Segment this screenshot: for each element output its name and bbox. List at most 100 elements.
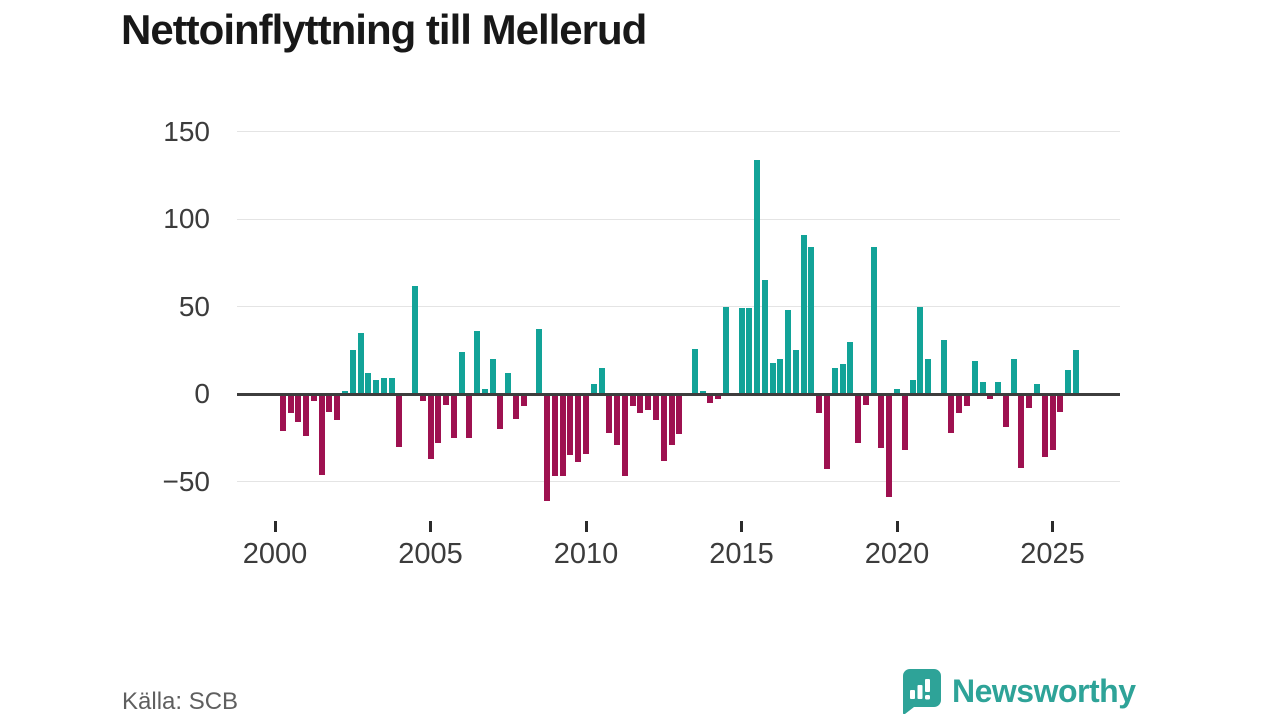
x-axis-tick-label: 2005 (398, 538, 463, 570)
x-axis-tick (429, 521, 432, 532)
newsworthy-logo: Newsworthy (900, 668, 1136, 715)
bar-2017Q1 (800, 234, 807, 394)
x-axis-tick-label: 2015 (709, 538, 774, 570)
bar-2004Q1 (396, 394, 403, 447)
bar-2003Q3 (380, 378, 387, 394)
bar-2017Q2 (808, 247, 815, 394)
x-axis-tick-label: 2000 (242, 538, 308, 570)
bar-2025Q2 (1057, 394, 1064, 412)
bar-2009Q1 (551, 394, 558, 477)
bar-2010Q2 (590, 383, 597, 394)
y-gridline (237, 481, 1120, 482)
bar-2010Q1 (583, 394, 589, 454)
bar-2007Q2 (497, 394, 504, 429)
bar-2012Q4 (668, 394, 675, 445)
bar-2007Q1 (489, 359, 496, 394)
x-axis-tick (895, 521, 899, 532)
bar-2021Q1 (925, 359, 932, 394)
bar-2011Q1 (614, 394, 621, 445)
bar-2022Q4 (979, 381, 986, 394)
bar-2023Q2 (995, 381, 1002, 394)
y-gridline (237, 306, 1120, 307)
bar-2024Q1 (1018, 394, 1025, 468)
x-axis-tick (740, 521, 743, 532)
bar-2023Q3 (1002, 394, 1009, 428)
bar-2010Q4 (606, 394, 613, 433)
y-gridline (237, 131, 1120, 132)
bar-2010Q3 (598, 367, 605, 394)
bar-2025Q1 (1049, 394, 1056, 450)
bar-2000Q4 (295, 394, 302, 422)
bar-2011Q3 (629, 394, 636, 407)
x-axis-tick-label: 2020 (864, 538, 930, 570)
x-axis-tick-label: 2010 (553, 538, 619, 570)
source-caption: Källa: SCB (122, 688, 239, 715)
bar-2005Q1 (427, 394, 434, 459)
bar-2022Q2 (963, 394, 970, 407)
bar-2017Q4 (824, 394, 831, 470)
bar-2022Q3 (971, 360, 978, 394)
bar-2005Q4 (450, 394, 457, 438)
x-axis-tick (1051, 521, 1054, 532)
bar-2001Q2 (310, 394, 317, 401)
bar-2013Q3 (691, 348, 698, 394)
bar-2013Q1 (676, 394, 683, 435)
bar-2012Q2 (652, 394, 659, 421)
bar-2017Q3 (816, 394, 823, 414)
bar-2018Q4 (855, 394, 862, 443)
bar-2021Q3 (940, 339, 947, 394)
bar-2009Q2 (559, 394, 566, 477)
y-axis-tick-label: 50 (178, 290, 210, 322)
bar-2000Q2 (279, 394, 286, 431)
bar-2006Q1 (458, 352, 465, 394)
bar-2025Q3 (1065, 369, 1072, 394)
bar-2020Q1 (894, 388, 900, 394)
bar-2003Q4 (388, 378, 395, 394)
x-axis-tick (584, 521, 588, 532)
bar-2022Q1 (956, 394, 963, 414)
bar-2019Q3 (878, 394, 885, 449)
bar-2014Q2 (715, 394, 722, 400)
bar-2002Q3 (349, 350, 356, 394)
bar-2016Q1 (769, 362, 776, 394)
x-axis-tick-label: 2025 (1020, 538, 1085, 570)
bar-2001Q3 (318, 394, 325, 475)
bar-2001Q1 (303, 394, 310, 436)
bar-2007Q3 (505, 373, 512, 394)
bar-2003Q1 (365, 373, 372, 394)
bar-2015Q3 (754, 159, 761, 394)
bar-2015Q1 (738, 308, 745, 394)
bar-2024Q2 (1026, 394, 1033, 408)
bar-2002Q1 (334, 394, 341, 421)
bar-2014Q1 (707, 394, 714, 403)
bar-2019Q4 (886, 394, 893, 498)
bar-2009Q3 (567, 394, 574, 456)
bar-2008Q4 (544, 394, 551, 501)
chart-title: Nettoinflyttning till Mellerud (121, 6, 647, 53)
bar-2006Q2 (466, 394, 473, 438)
x-axis-tick (273, 521, 277, 532)
bar-2023Q4 (1010, 359, 1017, 394)
bar-2011Q2 (621, 394, 628, 477)
bar-2016Q4 (792, 350, 799, 394)
bar-2008Q3 (536, 329, 543, 394)
bar-2024Q3 (1033, 383, 1040, 394)
bar-2002Q4 (357, 332, 364, 394)
bar-2018Q2 (839, 364, 846, 394)
bar-2020Q2 (901, 394, 908, 450)
bar-2008Q1 (520, 394, 527, 407)
bar-2015Q2 (746, 308, 753, 394)
bar-2012Q1 (645, 394, 652, 410)
bar-2005Q2 (435, 394, 442, 443)
bar-2003Q2 (373, 380, 380, 394)
bar-2021Q4 (948, 394, 955, 433)
bar-2018Q3 (847, 341, 854, 394)
bar-2012Q3 (660, 394, 667, 461)
bar-2019Q1 (862, 394, 869, 405)
bar-2016Q3 (785, 310, 792, 394)
bar-2019Q2 (870, 247, 877, 394)
bar-2020Q4 (917, 306, 924, 394)
y-axis-tick-label: 150 (163, 115, 210, 147)
y-gridline (237, 218, 1120, 220)
